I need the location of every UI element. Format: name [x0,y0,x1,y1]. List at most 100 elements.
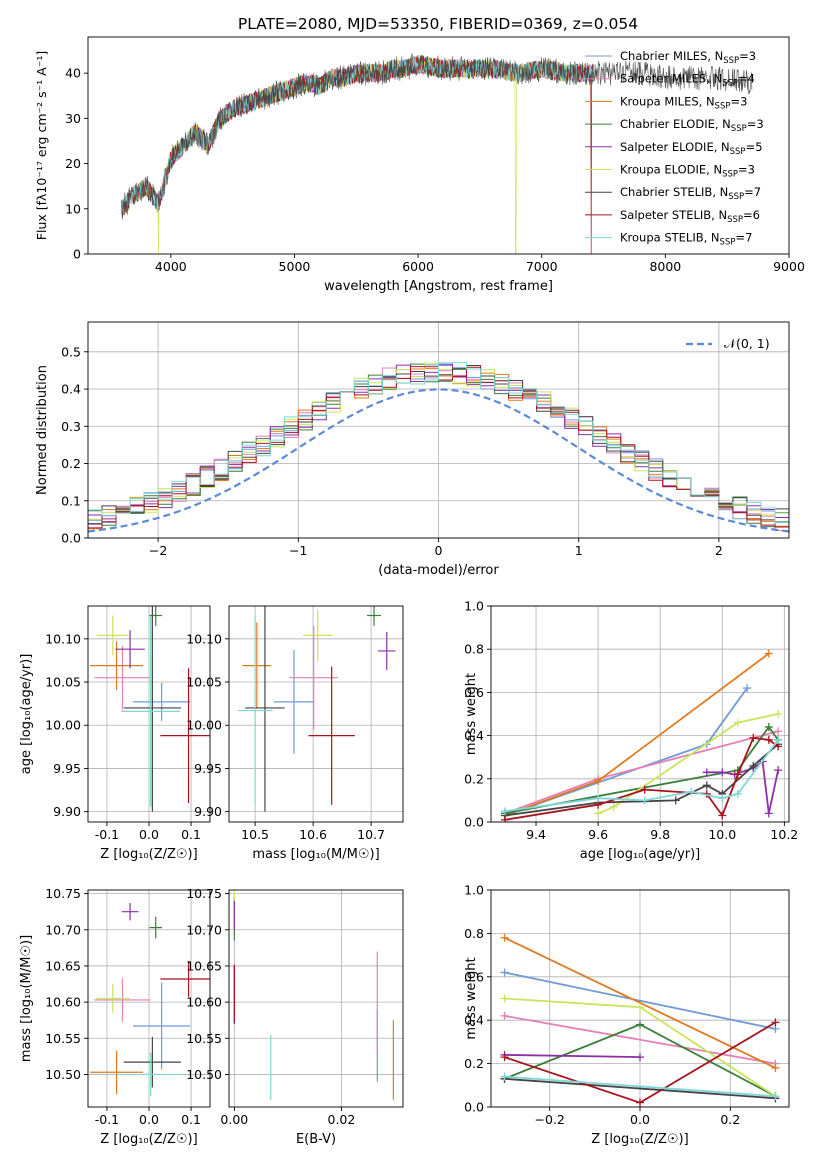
normal-curve [88,388,789,533]
mass-vs-metallicity-panel: -0.1 0.0 0.1 10.50 10.55 10.60 10.65 10.70 10.75… [19,886,211,1147]
axes-frame [490,605,790,823]
weight-line [504,1015,776,1065]
x-tick-label: −2 [149,543,167,558]
weight-marker [702,781,711,790]
y-tick-label: 0.8 [464,642,484,657]
legend-label: 𝒩(0, 1) [724,336,770,351]
weight-marker [718,811,727,820]
mass-vs-ebv-panel: 0.00 0.02 10.50 10.55 10.60 10.65 10.70 10.75 E(… [186,886,404,1147]
y-tick-label: 10.05 [186,675,222,690]
y-tick-label: 10.50 [45,1067,81,1082]
x-axis-label: wavelength [Angstrom, rest frame] [324,279,553,294]
y-tick-label: 9.90 [53,804,81,819]
weight-marker [764,722,773,731]
x-tick-label: 1 [575,543,583,558]
x-tick-label: 10.5 [241,827,269,842]
legend-label: Salpeter ELODIE, NSSP=5 [620,140,763,157]
y-tick-label: 10.10 [186,631,222,646]
weight-marker [500,1072,509,1081]
plot-area [500,649,783,822]
weight-line [597,713,779,815]
y-tick-label: 10.00 [186,718,222,733]
y-axis-label: mass weight [464,673,479,755]
spectrum-line [121,52,753,220]
legend-label: Chabrier MILES, NSSP=3 [620,49,756,66]
y-tick-label: 0.1 [61,493,81,508]
weight-line [504,1077,776,1100]
y-tick-label: 0.6 [464,685,484,700]
y-tick-label: 10.75 [45,886,81,901]
x-tick-label: -0.1 [95,827,119,842]
y-tick-label: 10.55 [186,1031,222,1046]
x-tick-label: 4000 [155,259,187,274]
weight-marker [749,733,758,742]
x-tick-label: 10.2 [770,827,798,842]
x-tick-label: −0.2 [535,1112,565,1127]
y-tick-label: 10.65 [45,958,81,973]
weight-marker [764,809,773,818]
x-tick-label: 0.1 [181,1112,201,1127]
weight-marker [764,649,773,658]
weight-marker [733,789,742,798]
x-axis-label: E(B-V) [296,1132,336,1147]
y-tick-label: 9.90 [194,804,222,819]
weight-marker [500,994,509,1003]
y-axis-label: Normed distribution [35,365,50,495]
weight-line [504,1075,776,1098]
plot-area [233,890,394,1100]
weight-marker [771,1063,780,1072]
spectrum-panel: 4000 5000 6000 7000 8000 9000 0 10 20 30 40 wavelen… [34,36,805,294]
figure-title: PLATE=2080, MJD=53350, FIBERID=0369, z=0… [238,15,638,33]
x-axis-label: age [log₁₀(age/yr)] [580,847,701,862]
weight-marker [687,787,696,796]
x-axis-label: Z [log₁₀(Z/Z☉)] [591,1132,688,1147]
x-tick-label: 8000 [649,259,681,274]
plot-area [121,52,753,254]
y-tick-label: 0.2 [61,456,81,471]
y-tick-label: 30 [65,111,81,126]
x-tick-label: 9.8 [650,827,670,842]
weight-marker [594,809,603,818]
weight-vs-metallicity-panel: −0.2 0.0 0.2 0.0 0.2 0.4 0.6 0.8 1.0 Z [log₁₀(Z/Z… [464,883,790,1147]
y-axis-label: mass [log₁₀(M/M☉)] [19,935,34,1062]
y-tick-label: 10.65 [186,958,222,973]
y-tick-label: 10.70 [45,922,81,937]
weight-marker [718,768,727,777]
plot-area [500,933,780,1107]
weight-marker [702,768,711,777]
legend-label: Salpeter STELIB, NSSP=6 [620,208,760,225]
axes-frame [228,889,404,1108]
x-tick-label: 9000 [773,259,805,274]
y-tick-label: 10.05 [45,675,81,690]
legend-label: Kroupa ELODIE, NSSP=3 [620,163,755,180]
x-tick-label: 7000 [526,259,558,274]
weight-marker [743,684,752,693]
legend-label: Kroupa STELIB, NSSP=7 [620,231,752,248]
weight-marker [718,794,727,803]
weight-marker [764,735,773,744]
plot-area [88,361,789,533]
y-tick-label: 10.75 [186,886,222,901]
y-tick-label: 10 [65,201,81,216]
histogram-step [88,361,789,524]
x-tick-label: −1 [289,543,307,558]
y-tick-label: 0.0 [61,531,81,546]
weight-marker [636,1003,644,1012]
legend-label: Chabrier STELIB, NSSP=7 [620,185,761,202]
y-tick-label: 0.0 [464,815,484,830]
weight-marker [774,710,783,718]
weight-marker [640,785,649,794]
weight-marker [500,815,509,822]
x-tick-label: 10.6 [299,827,327,842]
x-tick-label: 0.1 [181,827,201,842]
legend-label: Kroupa MILES, NSSP=3 [620,94,747,111]
x-tick-label: 9.6 [588,827,608,842]
y-tick-label: 0.0 [464,1100,484,1115]
x-tick-label: -0.1 [95,1112,119,1127]
y-tick-label: 10.10 [45,631,81,646]
axes-frame [87,36,790,255]
x-tick-label: 9.4 [526,827,546,842]
y-tick-label: 0 [73,247,81,262]
legend-label: Chabrier ELODIE, NSSP=3 [620,117,764,134]
weight-line [504,725,779,815]
